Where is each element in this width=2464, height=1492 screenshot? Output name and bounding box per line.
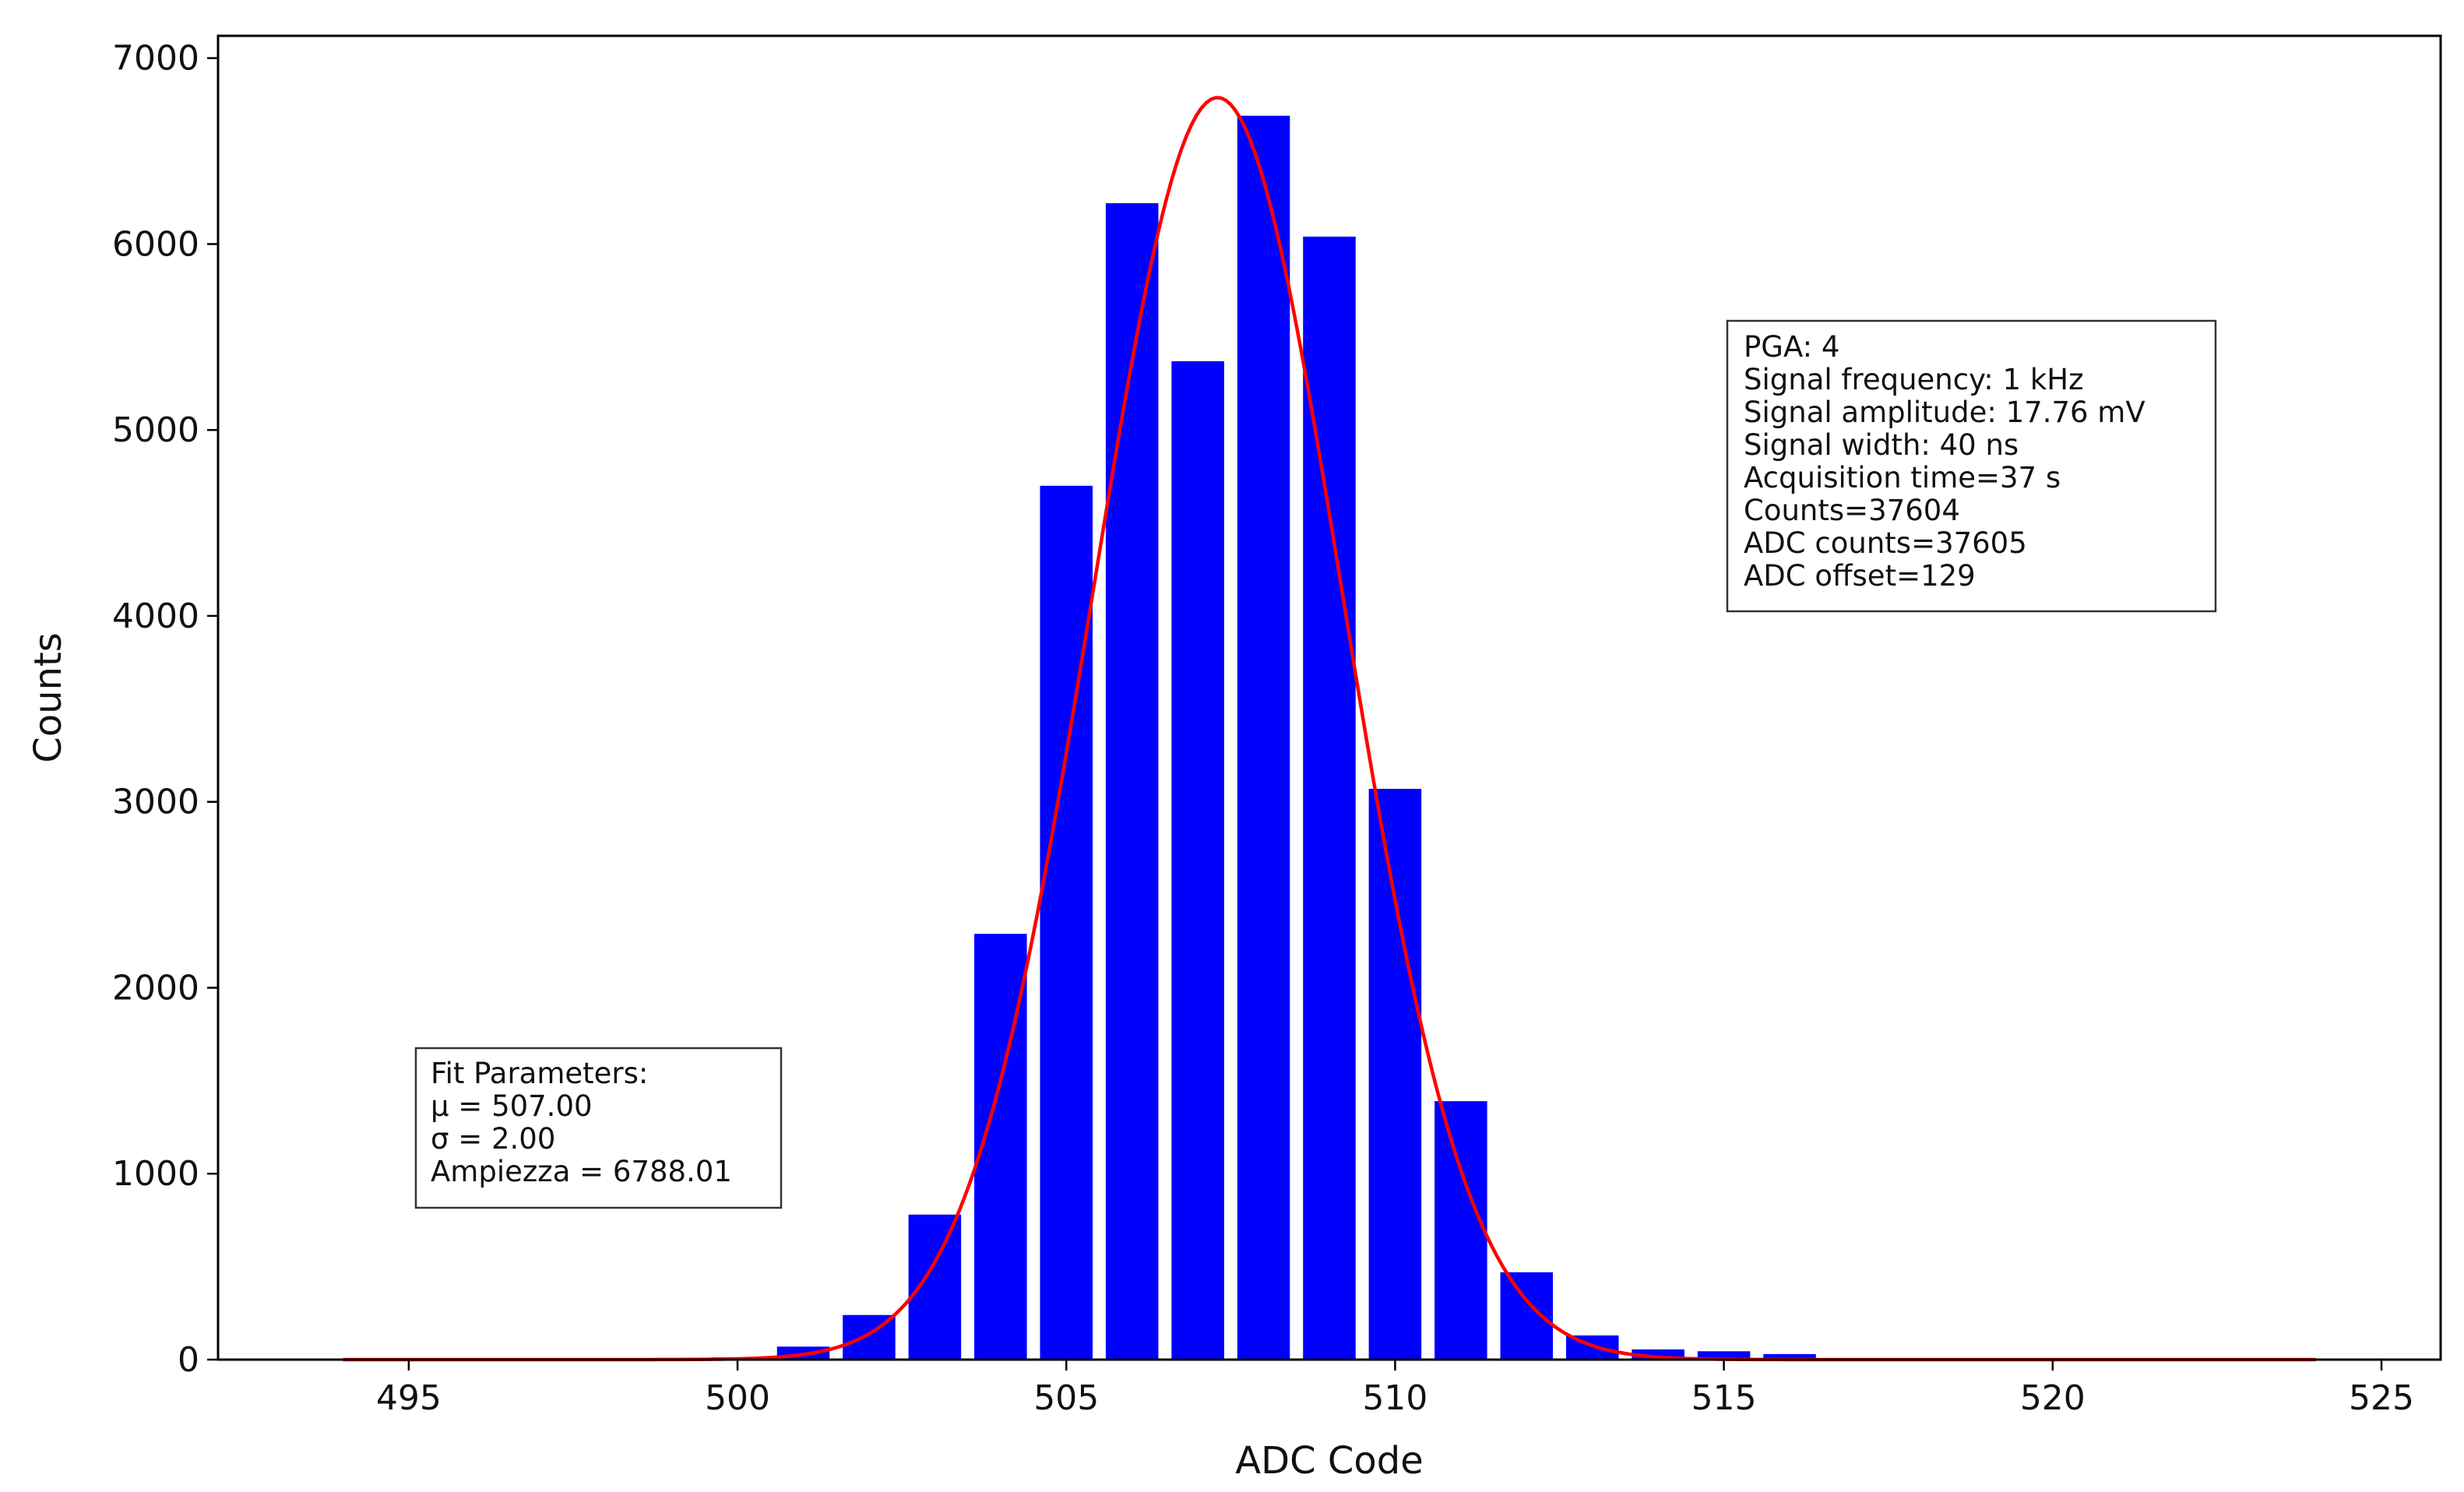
y-tick-label: 7000 (112, 39, 199, 79)
info-box-line-3: Signal amplitude: 17.76 mV (1744, 396, 2145, 429)
histogram-bar (908, 1214, 962, 1360)
x-axis-title: ADC Code (1235, 1439, 1423, 1483)
info-box-line-5: Acquisition time=37 s (1744, 461, 2061, 494)
y-tick-label: 4000 (112, 596, 199, 636)
x-tick-label: 500 (705, 1378, 770, 1418)
histogram-bar (1434, 1101, 1487, 1360)
histogram-bar (1237, 115, 1290, 1360)
info-box-line-7: ADC counts=37605 (1744, 526, 2027, 560)
info-box-line-1: PGA: 4 (1744, 330, 1839, 364)
histogram-bar (1171, 361, 1224, 1360)
histogram-bar (1303, 236, 1356, 1360)
y-tick-label: 0 (178, 1340, 199, 1380)
fit-box-line-3: σ = 2.00 (431, 1122, 555, 1156)
y-tick-label: 2000 (112, 968, 199, 1008)
y-tick-label: 1000 (112, 1154, 199, 1194)
histogram-bar (1040, 485, 1093, 1360)
info-box-line-8: ADC offset=129 (1744, 559, 1976, 593)
histogram-bar (1500, 1272, 1554, 1360)
y-tick-label: 5000 (112, 410, 199, 450)
x-tick-label: 505 (1033, 1378, 1099, 1418)
x-tick-label: 525 (2349, 1378, 2414, 1418)
histogram-bar (1368, 788, 1422, 1360)
info-box-line-6: Counts=37604 (1744, 494, 1960, 527)
y-axis: 0 1000 2000 3000 4000 5000 6000 7000 (112, 39, 218, 1380)
fit-box-line-2: μ = 507.00 (431, 1089, 593, 1123)
acquisition-info-box: PGA: 4 Signal frequency: 1 kHz Signal am… (1726, 319, 2217, 613)
fit-parameters-box: Fit Parameters: μ = 507.00 σ = 2.00 Ampi… (414, 1047, 783, 1209)
x-axis: 495 500 505 510 515 520 525 (376, 1360, 2414, 1418)
bars-layer (711, 115, 1816, 1360)
plot-frame (216, 34, 2442, 1361)
x-tick-label: 495 (376, 1378, 442, 1418)
fit-box-line-4: Ampiezza = 6788.01 (431, 1155, 732, 1188)
histogram-bar (1697, 1351, 1751, 1360)
info-box-line-2: Signal frequency: 1 kHz (1744, 363, 2084, 396)
histogram-bar (1763, 1353, 1816, 1360)
histogram-bar (1105, 202, 1159, 1360)
x-tick-label: 515 (1691, 1378, 1757, 1418)
x-tick-label: 510 (1362, 1378, 1427, 1418)
fit-box-line-1: Fit Parameters: (431, 1057, 648, 1090)
y-axis-title: Counts (26, 632, 70, 763)
y-tick-label: 6000 (112, 224, 199, 264)
x-tick-label: 520 (2020, 1378, 2086, 1418)
info-box-line-4: Signal width: 40 ns (1744, 428, 2019, 462)
y-tick-label: 3000 (112, 783, 199, 822)
